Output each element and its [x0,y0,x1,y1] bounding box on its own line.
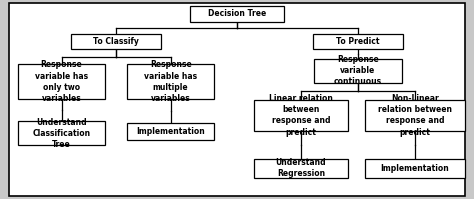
Text: Understand
Classification
Tree: Understand Classification Tree [33,118,91,149]
FancyBboxPatch shape [71,34,161,49]
FancyBboxPatch shape [254,100,348,131]
FancyBboxPatch shape [313,34,403,49]
Text: Non-Linear
relation between
response and
predict: Non-Linear relation between response and… [378,94,452,137]
Text: To Classify: To Classify [93,37,139,46]
Text: To Predict: To Predict [336,37,380,46]
FancyBboxPatch shape [254,159,348,178]
Text: Response
variable has
only two
variables: Response variable has only two variables [35,60,88,103]
FancyBboxPatch shape [127,64,214,99]
FancyBboxPatch shape [127,123,214,140]
Text: Response
variable
continuous: Response variable continuous [334,55,382,86]
Text: Implementation: Implementation [136,127,205,136]
Text: Decision Tree: Decision Tree [208,9,266,19]
Text: Understand
Regression: Understand Regression [276,158,326,178]
FancyBboxPatch shape [190,6,284,22]
FancyBboxPatch shape [9,3,465,196]
Text: Linear relation
between
response and
predict: Linear relation between response and pre… [269,94,333,137]
FancyBboxPatch shape [18,121,105,145]
FancyBboxPatch shape [365,159,465,178]
FancyBboxPatch shape [18,64,105,99]
FancyBboxPatch shape [365,100,465,131]
FancyBboxPatch shape [314,59,401,83]
Text: Response
variable has
multiple
variables: Response variable has multiple variables [144,60,197,103]
Text: Implementation: Implementation [380,164,449,173]
